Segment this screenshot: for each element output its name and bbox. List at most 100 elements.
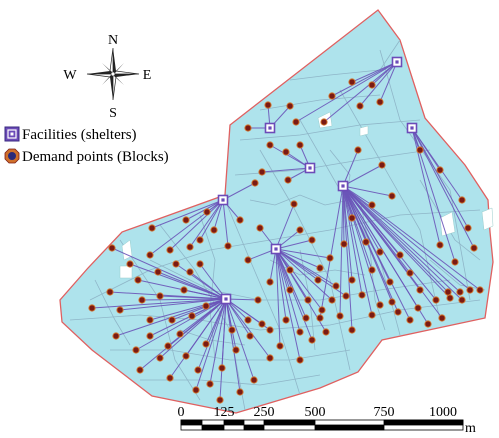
allocation-line	[91, 298, 227, 309]
demand-point	[146, 332, 154, 340]
scale-bar: 0 125 250 500 750 1000 m	[178, 405, 477, 436]
demand-point	[282, 316, 290, 324]
scale-tick-750: 750	[374, 405, 395, 420]
allocation-line	[342, 185, 481, 291]
demand-point	[202, 302, 210, 310]
allocation-line	[342, 185, 443, 319]
allocation-line	[275, 239, 313, 250]
allocation-line	[342, 149, 359, 187]
demand-point	[108, 244, 116, 252]
allocation-line	[379, 61, 398, 103]
demand-point	[206, 380, 214, 388]
demand-point	[316, 314, 324, 322]
demand-point	[156, 354, 164, 362]
compass-south: S	[109, 106, 117, 121]
allocation-line	[342, 185, 411, 321]
allocation-line	[151, 199, 224, 229]
demand-point	[368, 311, 376, 319]
demand-point	[134, 276, 142, 284]
demand-point	[406, 269, 414, 277]
demand-point	[164, 342, 172, 350]
demand-point	[256, 224, 264, 232]
allocation-line	[219, 298, 227, 401]
allocation-line	[225, 298, 241, 393]
demand-point	[406, 316, 414, 324]
allocation-line	[275, 248, 333, 301]
demand-point	[348, 214, 356, 222]
demand-point	[396, 251, 404, 259]
demand-point	[216, 396, 224, 404]
demand-point	[106, 288, 114, 296]
allocation-line	[109, 291, 227, 300]
demand-point	[186, 268, 194, 276]
demand-point	[438, 314, 446, 322]
demand-point	[296, 328, 304, 336]
allocation-line	[225, 298, 255, 381]
compass-star-icon	[86, 47, 140, 101]
demand-point	[416, 146, 424, 154]
allocation-line	[342, 185, 451, 299]
allocation-line	[359, 61, 398, 107]
allocation-line	[222, 199, 229, 247]
demand-point	[316, 264, 324, 272]
allocation-line	[159, 298, 227, 359]
legend: Facilities (shelters) Demand points (Blo…	[4, 126, 169, 165]
demand-point	[180, 286, 188, 294]
allocation-line	[141, 298, 227, 301]
facility-shelter	[217, 194, 229, 206]
allocation-line	[323, 61, 398, 123]
demand-point	[444, 288, 452, 296]
demand-point	[342, 292, 350, 300]
demand-point	[458, 296, 466, 304]
allocation-line	[342, 185, 429, 325]
demand-point	[166, 374, 174, 382]
allocation-line	[183, 289, 227, 300]
demand-point	[376, 301, 384, 309]
demand-point	[246, 332, 254, 340]
demand-point	[308, 236, 316, 244]
allocation-line	[222, 182, 256, 201]
demand-point	[388, 298, 396, 306]
allocation-line	[342, 185, 471, 291]
allocation-line	[331, 61, 398, 97]
demand-point	[356, 102, 364, 110]
demand-point	[286, 266, 294, 274]
allocation-line	[342, 185, 363, 296]
facility-shelter	[391, 56, 403, 68]
allocation-line	[411, 127, 441, 246]
facility-shelter	[304, 162, 316, 174]
compass-east: E	[143, 68, 152, 83]
facility-shelter	[337, 180, 349, 192]
allocation-line	[275, 248, 301, 361]
scale-tick-0: 0	[178, 405, 185, 420]
demand-point	[266, 326, 274, 334]
demand-point	[296, 141, 304, 149]
demand-point	[132, 346, 140, 354]
demand-point	[172, 260, 180, 268]
demand-point	[203, 208, 211, 216]
demand-point	[458, 196, 466, 204]
demand-point	[414, 304, 422, 312]
study-area-boundary	[59, 9, 494, 414]
demand-point	[470, 244, 478, 252]
demand-point	[236, 388, 244, 396]
allocation-line	[269, 248, 277, 283]
allocation-line	[149, 298, 227, 337]
demand-point	[196, 236, 204, 244]
allocation-line	[199, 263, 227, 300]
demand-point	[188, 312, 196, 320]
demand-point	[296, 356, 304, 364]
allocation-line	[197, 298, 227, 371]
demand-point	[320, 118, 328, 126]
allocation-line	[225, 298, 259, 301]
demand-point	[266, 354, 274, 362]
allocation-line	[342, 185, 353, 331]
demand-point	[254, 296, 262, 304]
demand-point	[244, 256, 252, 264]
allocation-line	[275, 248, 321, 269]
demand-point	[210, 226, 218, 234]
demand-point	[244, 316, 252, 324]
demand-point	[464, 224, 472, 232]
scale-tick-500: 500	[305, 405, 326, 420]
